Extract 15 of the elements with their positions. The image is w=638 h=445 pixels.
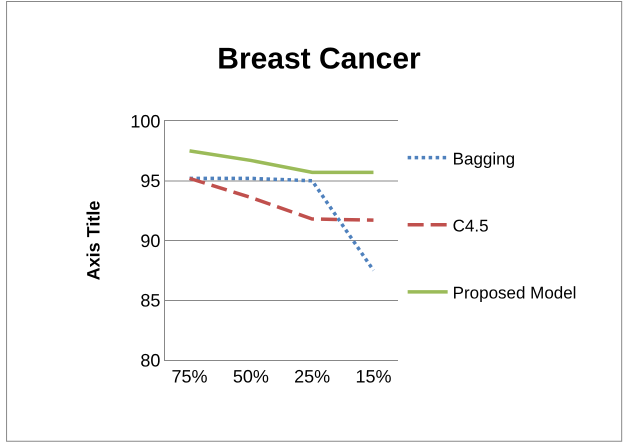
x-tick-label: 50% — [232, 366, 269, 387]
y-tick-label: 100 — [130, 111, 160, 132]
y-tick-label: 95 — [140, 171, 160, 192]
y-tick-label: 80 — [140, 350, 160, 370]
x-tick-label: 75% — [172, 366, 208, 387]
legend-label: Proposed Model — [452, 284, 576, 302]
line-series — [188, 176, 376, 222]
y-tick-label: 90 — [140, 230, 160, 251]
y-tick-label: 85 — [140, 290, 160, 311]
y-axis-title: Axis Title — [84, 200, 104, 280]
chart-title: Breast Cancer — [217, 42, 422, 76]
x-tick-label: 25% — [294, 366, 330, 387]
legend-label: Bagging — [452, 149, 516, 168]
legend-label: C4.5 — [452, 216, 489, 236]
x-tick-label: 15% — [355, 366, 392, 387]
